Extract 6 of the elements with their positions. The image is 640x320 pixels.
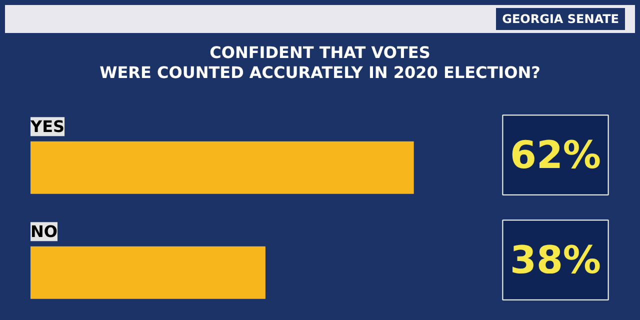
- data-label: 38%: [510, 238, 601, 282]
- data-label: 62%: [510, 133, 601, 177]
- chart-title: CONFIDENT THAT VOTES WERE COUNTED ACCURATELY IN 2020 ELECTION?: [100, 43, 540, 83]
- text: GEORGIA SENATE: [496, 8, 625, 30]
- y-tick-label: YES: [30, 117, 65, 136]
- y-tick-label: NO: [30, 222, 58, 242]
